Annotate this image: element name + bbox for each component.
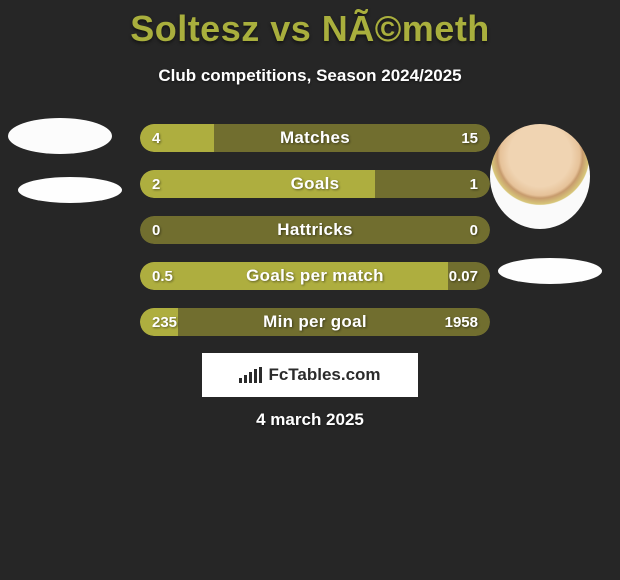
player-left-name-pill [18,177,122,203]
bar-label: Hattricks [140,216,490,244]
bar-label: Goals per match [140,262,490,290]
subtitle: Club competitions, Season 2024/2025 [0,66,620,86]
player-left-avatar [8,118,112,154]
brand-text: FcTables.com [268,365,380,385]
bar-label: Min per goal [140,308,490,336]
bar-row: 2351958Min per goal [140,308,490,336]
bar-label: Goals [140,170,490,198]
page-title: Soltesz vs NÃ©meth [0,0,620,50]
comparison-bars: 415Matches 21Goals 00Hattricks 0.50.07Goals… [140,124,490,354]
bar-row: 0.50.07Goals per match [140,262,490,290]
brand-box: FcTables.com [202,353,418,397]
date-text: 4 march 2025 [0,410,620,430]
bar-chart-icon [239,367,262,383]
bar-label: Matches [140,124,490,152]
bar-row: 00Hattricks [140,216,490,244]
bar-row: 415Matches [140,124,490,152]
bar-row: 21Goals [140,170,490,198]
player-right-avatar [490,124,590,229]
player-right-name-pill [498,258,602,284]
